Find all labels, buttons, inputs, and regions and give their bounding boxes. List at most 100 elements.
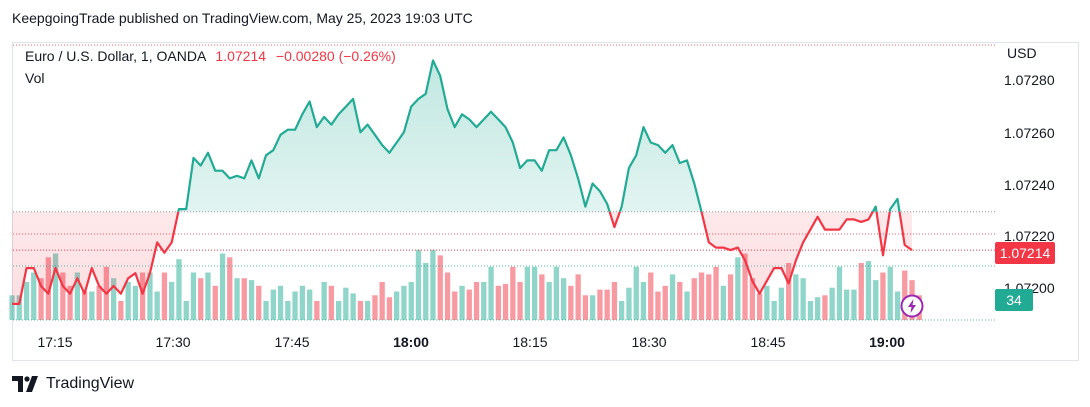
volume-bar [372,295,378,320]
volume-bar [568,285,574,320]
publish-caption: KeepgoingTrade published on TradingView.… [12,10,473,26]
volume-bar [408,282,414,320]
volume-bar [336,301,342,320]
volume-bar [706,274,712,320]
volume-bar [502,283,509,320]
volume-bar [829,287,835,320]
time-axis-label: 17:30 [155,334,191,350]
volume-bar [633,266,639,320]
volume-bar [815,297,821,320]
volume-bar [597,289,603,320]
price-axis-label: 1.07220 [1004,228,1055,244]
volume-bar [698,272,705,320]
volume-bar [277,285,284,320]
volume-bar [350,293,356,320]
currency-label[interactable]: USD [1007,45,1037,61]
time-axis-label: 17:15 [37,334,73,350]
volume-bar [401,285,407,320]
volume-bar [626,287,632,320]
volume-bar [263,301,269,320]
volume-bar [307,289,313,320]
price-axis-label: 1.07260 [1004,125,1055,141]
volume-indicator-label[interactable]: Vol [25,70,45,86]
volume-bar [111,278,117,320]
volume-bar [176,259,182,320]
volume-bar [31,272,37,320]
volume-bar [865,261,872,320]
price-axis-label: 1.07280 [1004,72,1055,88]
volume-bar [510,266,516,320]
time-axis-label: 18:45 [750,334,786,350]
chart-legend: Euro / U.S. Dollar, 1, OANDA 1.07214 −0.… [25,48,396,64]
volume-bar [575,274,581,320]
volume-bar [611,282,618,320]
volume-bar [727,274,734,320]
volume-bar [669,274,676,320]
volume-bar [256,285,262,320]
volume-bar [452,291,458,320]
volume-bar [292,291,298,320]
volume-bar [495,285,501,320]
volume-bar [553,266,559,320]
volume-bar [227,257,233,320]
price-axis-label: 1.07240 [1004,177,1055,193]
volume-bar [140,272,146,320]
volume-bar [154,291,160,320]
symbol-title[interactable]: Euro / U.S. Dollar, 1, OANDA [25,48,206,64]
volume-bar [219,253,226,320]
volume-bar [481,282,487,320]
volume-bar [328,285,334,320]
volume-bar [299,285,305,320]
volume-bar [357,301,364,320]
volume-bar [379,282,385,320]
lightning-icon[interactable] [900,294,924,318]
volume-bar [248,280,255,320]
time-axis-label: 18:00 [393,334,429,350]
volume-bar [757,293,763,320]
volume-bar [640,282,647,320]
volume-bar [16,295,22,320]
volume-bar [836,266,843,320]
volume-bar [52,253,59,320]
volume-bar [147,272,153,320]
volume-bar [212,285,218,320]
volume-bar [684,291,690,320]
volume-bar [394,291,400,320]
volume-bar [9,295,15,320]
volume-bar [205,272,211,320]
volume-bar [532,266,538,320]
volume-bar [807,301,814,320]
volume-bar [38,278,44,320]
volume-bar [125,282,131,320]
volume-bar [873,280,879,320]
volume-bar [902,270,908,320]
volume-bar [459,285,465,320]
volume-bar [183,301,189,320]
time-axis-label: 19:00 [869,334,905,350]
volume-bar [190,272,197,320]
tradingview-logo-icon [12,376,38,392]
volume-bar [677,282,683,320]
volume-bar [851,289,857,320]
volume-bar [880,272,886,320]
volume-bar [234,278,240,320]
above-baseline-fill [178,60,900,212]
volume-bar [517,282,523,320]
price-change-value: −0.00280 (−0.26%) [275,48,396,64]
volume-bar [89,291,95,320]
volume-bar [648,272,654,320]
time-axis-label: 18:15 [512,334,548,350]
brand-name: TradingView [46,375,135,392]
tradingview-brand[interactable]: TradingView [12,375,134,393]
volume-bar [198,278,204,320]
volume-bar [524,266,530,320]
volume-bar [590,295,596,320]
volume-bar [771,301,777,320]
volume-bar [793,274,799,320]
volume-bar [655,291,661,320]
volume-bar [473,282,480,320]
volume-bar [604,289,610,320]
volume-bar [466,289,472,320]
volume-bar [582,295,589,320]
